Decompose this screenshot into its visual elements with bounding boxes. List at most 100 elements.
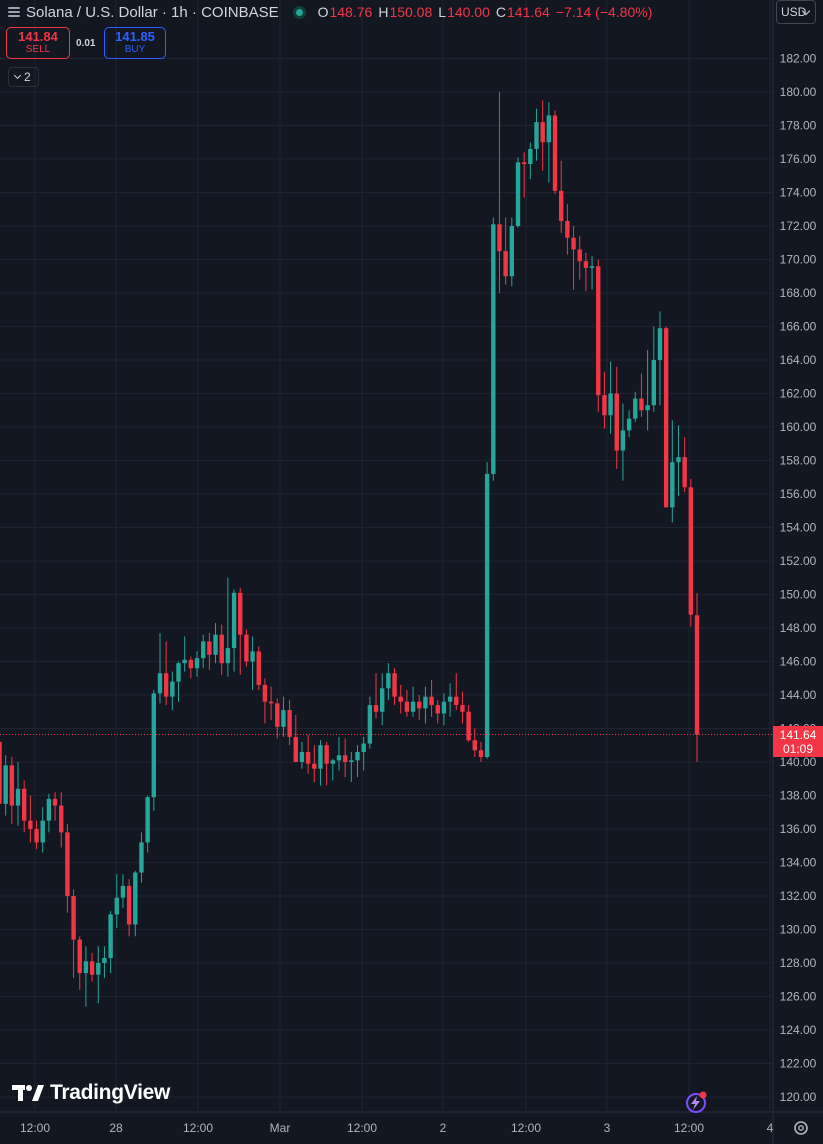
time-tick-label: 28: [109, 1121, 123, 1135]
price-tick-label: 132.00: [780, 889, 817, 903]
candle: [497, 92, 502, 293]
price-tick-label: 126.00: [780, 990, 817, 1004]
candle-body: [559, 190, 564, 221]
candle: [28, 795, 33, 843]
candle: [571, 226, 576, 290]
candle-body: [213, 634, 218, 655]
candle: [670, 420, 675, 523]
price-tick-label: 146.00: [780, 655, 817, 669]
candle: [417, 695, 422, 721]
indicators-toggle-button[interactable]: 2: [8, 67, 39, 87]
buy-price: 141.85: [115, 29, 155, 44]
open-key: O: [317, 4, 329, 20]
candle-body: [521, 162, 527, 165]
candle-body: [633, 398, 638, 419]
hamburger-icon[interactable]: [8, 7, 20, 17]
candle: [176, 661, 181, 702]
candle: [373, 673, 379, 719]
lightning-sparkle-icon[interactable]: [682, 1089, 708, 1115]
currency-selector[interactable]: USD: [776, 0, 816, 24]
candle: [429, 679, 434, 717]
candle-body: [194, 658, 200, 669]
candle: [182, 636, 187, 672]
candle-body: [275, 703, 280, 727]
candle-body: [287, 710, 292, 737]
candle: [71, 889, 76, 979]
candle-body: [534, 122, 539, 149]
price-tick-label: 140.00: [780, 755, 817, 769]
candle-body: [336, 755, 342, 761]
candle: [503, 217, 508, 285]
candle-body: [670, 462, 675, 508]
candle: [583, 252, 589, 292]
candle-body: [639, 398, 644, 411]
brand-name: TradingView: [50, 1081, 171, 1104]
candle-body: [423, 696, 428, 709]
candle-body: [386, 673, 391, 689]
candle: [83, 946, 89, 1007]
candle: [318, 740, 323, 786]
tradingview-logo[interactable]: TradingView: [12, 1080, 170, 1106]
candle: [207, 633, 212, 670]
candle: [355, 745, 360, 778]
candle-body: [96, 963, 101, 975]
candle-body: [528, 148, 533, 165]
price-tick-label: 160.00: [780, 420, 817, 434]
symbol-title[interactable]: Solana / U.S. Dollar · 1h · COINBASE: [26, 3, 279, 21]
candle: [663, 326, 669, 508]
time-tick-label: 12:00: [183, 1121, 213, 1135]
tradingview-logo-icon: [12, 1085, 44, 1101]
candle: [484, 462, 490, 759]
candle: [596, 259, 601, 412]
sell-button[interactable]: 141.84 SELL: [6, 27, 70, 59]
price-tick-label: 136.00: [780, 822, 817, 836]
sell-label: SELL: [25, 44, 51, 55]
candle-body: [250, 651, 255, 662]
candle: [3, 755, 8, 816]
candle-body: [139, 842, 144, 873]
price-tick-label: 156.00: [780, 487, 817, 501]
candle-body: [324, 745, 329, 764]
candle-body: [682, 457, 687, 488]
candle-body: [694, 615, 700, 735]
candle-body: [9, 765, 15, 806]
candle-body: [102, 957, 107, 963]
candle: [651, 326, 656, 412]
candle-body: [491, 224, 496, 474]
high-value: 150.08: [389, 4, 433, 20]
candle: [139, 832, 144, 883]
candle-body: [663, 328, 669, 508]
candle-body: [441, 701, 447, 714]
buy-button[interactable]: 141.85 BUY: [104, 27, 166, 59]
candle: [40, 807, 45, 853]
candle-body: [83, 961, 89, 974]
candle-body: [256, 651, 261, 685]
candle: [478, 741, 484, 762]
gear-icon[interactable]: [792, 1119, 810, 1137]
price-tick-label: 182.00: [780, 52, 817, 66]
candle-body: [15, 788, 21, 806]
candle: [59, 792, 64, 848]
candle-body: [133, 872, 138, 925]
candle: [256, 646, 261, 690]
candle: [46, 793, 52, 833]
candle: [89, 952, 95, 982]
candle-body: [52, 798, 58, 806]
candle: [268, 686, 274, 721]
candle: [694, 593, 700, 762]
candle: [552, 110, 558, 195]
price-tick-label: 176.00: [780, 152, 817, 166]
candle-body: [231, 592, 237, 649]
candle-body: [312, 763, 317, 769]
candle: [454, 673, 459, 711]
price-tick-label: 178.00: [780, 119, 817, 133]
candle: [639, 373, 644, 417]
candle: [423, 686, 428, 724]
candle: [392, 668, 397, 706]
candle: [398, 684, 403, 714]
candle-body: [305, 751, 311, 764]
candle-body: [151, 693, 157, 798]
candle: [120, 874, 126, 908]
candle: [77, 936, 82, 990]
